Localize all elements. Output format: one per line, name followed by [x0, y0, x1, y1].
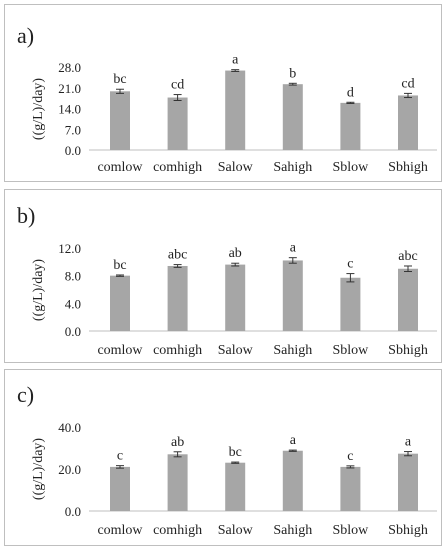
- error-bar: [116, 88, 124, 94]
- y-tick-label: 0.0: [65, 324, 81, 339]
- significance-letter: cd: [171, 78, 184, 93]
- panel-label: a): [17, 23, 34, 48]
- chart-c: c) ((g/L)/day) 0.0 20.0 40.0 c comlow ab comhigh…: [17, 382, 437, 538]
- y-tick-label: 20.0: [58, 462, 81, 477]
- y-axis-label: ((g/L)/day): [31, 259, 46, 322]
- bar: [225, 264, 246, 331]
- y-tick-label: 7.0: [65, 122, 81, 137]
- y-axis-label: ((g/L)/day): [31, 438, 46, 501]
- significance-letter: a: [290, 433, 297, 448]
- error-bar: [404, 451, 412, 457]
- significance-letter: c: [117, 449, 123, 464]
- significance-letter: a: [290, 241, 297, 256]
- x-tick-label: Salow: [218, 160, 254, 175]
- x-tick-label: Sbhigh: [388, 343, 428, 358]
- x-tick-label: Sblow: [333, 343, 370, 358]
- significance-letter: bc: [113, 258, 126, 273]
- bar: [398, 95, 418, 150]
- panel-c: c) ((g/L)/day) 0.0 20.0 40.0 c comlow ab comhigh…: [4, 369, 442, 546]
- x-tick-label: Salow: [218, 523, 254, 538]
- x-tick-label: comlow: [97, 160, 143, 175]
- x-tick-label: Salow: [218, 343, 254, 358]
- y-axis-label: ((g/L)/day): [31, 78, 46, 141]
- significance-letter: a: [405, 435, 412, 450]
- panel-a: a) ((g/L)/day) 0.0 7.0 14.0 21.0 28.0 bc comlow c…: [4, 4, 442, 182]
- error-bar: [288, 82, 297, 86]
- bar: [340, 102, 361, 150]
- x-tick-label: Sblow: [333, 523, 370, 538]
- error-bar: [404, 92, 412, 99]
- error-bar: [116, 274, 124, 277]
- x-tick-label: comhigh: [153, 343, 202, 358]
- significance-letter: c: [347, 449, 353, 464]
- panel-b: b) ((g/L)/day) 0.0 4.0 8.0 12.0 bc comlow abc com…: [4, 189, 442, 363]
- error-bar: [173, 264, 182, 268]
- bar: [167, 454, 188, 511]
- x-tick-label: comhigh: [153, 160, 202, 175]
- significance-letter: c: [347, 257, 353, 272]
- bar: [167, 265, 188, 331]
- error-bar: [346, 465, 355, 469]
- panel-label: c): [17, 382, 34, 407]
- y-tick-label: 21.0: [58, 81, 81, 96]
- x-tick-label: Sblow: [333, 160, 370, 175]
- error-bar: [173, 451, 182, 458]
- bar: [398, 453, 418, 511]
- bar: [282, 450, 303, 511]
- y-tick-label: 0.0: [65, 143, 81, 158]
- x-tick-label: Sbhigh: [388, 523, 428, 538]
- significance-letter: b: [289, 66, 296, 81]
- x-tick-label: comlow: [97, 343, 143, 358]
- significance-letter: abc: [398, 249, 417, 264]
- significance-letter: ab: [171, 435, 184, 450]
- error-bar: [288, 449, 297, 452]
- panel-label: b): [17, 203, 35, 228]
- bar: [167, 97, 188, 150]
- bar: [282, 84, 303, 150]
- significance-letter: abc: [168, 248, 187, 263]
- significance-letter: d: [347, 85, 354, 100]
- bar: [340, 277, 361, 331]
- error-bar: [346, 273, 355, 283]
- significance-letter: bc: [113, 72, 126, 87]
- x-tick-label: Sahigh: [273, 343, 312, 358]
- bar: [110, 275, 130, 331]
- error-bar: [173, 94, 182, 101]
- bar: [398, 268, 418, 331]
- error-bar: [404, 265, 412, 273]
- y-tick-label: 40.0: [58, 420, 81, 435]
- x-tick-label: comlow: [97, 523, 143, 538]
- x-tick-label: comhigh: [153, 523, 202, 538]
- x-tick-label: Sahigh: [273, 523, 312, 538]
- bar: [225, 70, 246, 150]
- significance-letter: bc: [229, 445, 242, 460]
- bar: [110, 91, 130, 150]
- y-tick-label: 28.0: [58, 60, 81, 75]
- bar: [110, 466, 130, 511]
- chart-a: a)((g/L)/day)0.07.014.021.028.0bccomlowc…: [17, 23, 437, 175]
- error-bar: [231, 262, 240, 267]
- y-tick-label: 12.0: [58, 241, 81, 256]
- error-bar: [288, 257, 297, 264]
- significance-letter: ab: [229, 246, 242, 261]
- error-bar: [231, 69, 240, 72]
- bar: [225, 462, 246, 511]
- y-tick-label: 0.0: [65, 504, 81, 519]
- y-tick-label: 14.0: [58, 102, 81, 117]
- bar: [340, 466, 361, 511]
- x-tick-label: Sbhigh: [388, 160, 428, 175]
- significance-letter: cd: [401, 76, 414, 91]
- x-tick-label: Sahigh: [273, 160, 312, 175]
- bar: [282, 260, 303, 331]
- error-bar: [116, 465, 124, 469]
- y-tick-label: 4.0: [65, 296, 81, 311]
- y-tick-label: 8.0: [65, 269, 81, 284]
- chart-b: b)((g/L)/day)0.04.08.012.0bccomlowabccom…: [17, 203, 437, 358]
- error-bar: [346, 101, 355, 104]
- error-bar: [231, 461, 240, 464]
- significance-letter: a: [232, 53, 239, 68]
